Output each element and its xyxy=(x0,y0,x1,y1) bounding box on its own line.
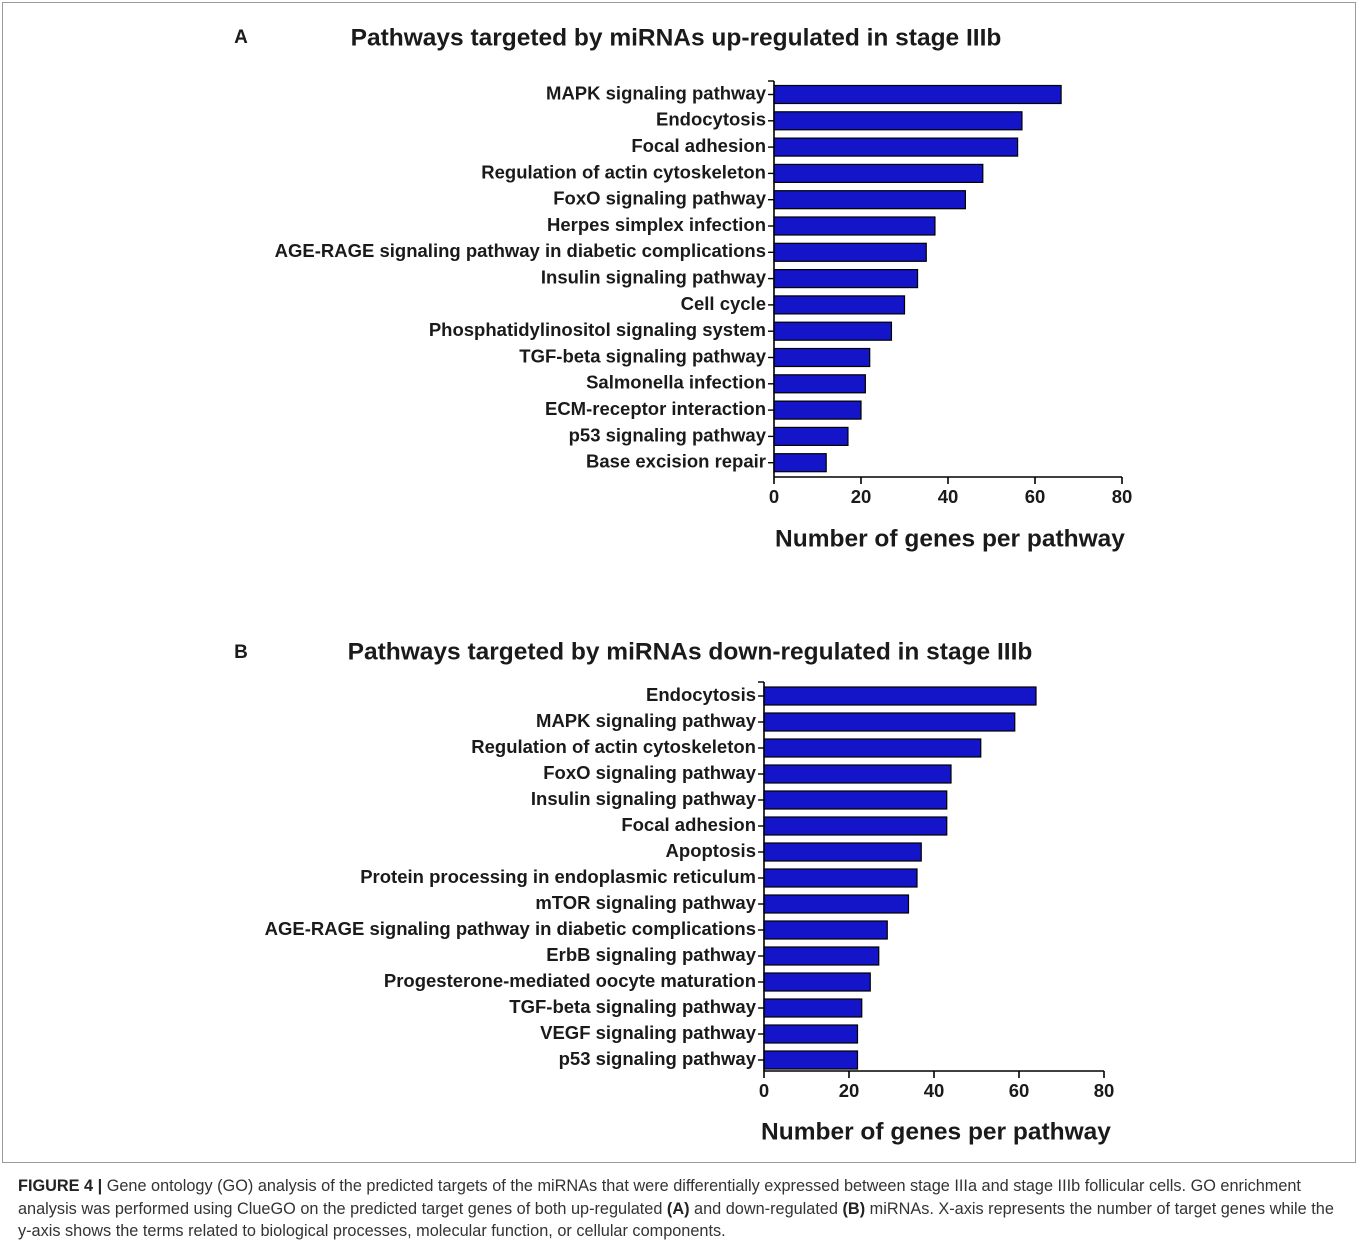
category-label: FoxO signaling pathway xyxy=(553,188,766,209)
category-label: FoxO signaling pathway xyxy=(543,762,756,783)
category-label: TGF-beta signaling pathway xyxy=(509,996,756,1017)
bar xyxy=(763,686,1037,706)
x-tick-label: 0 xyxy=(769,486,779,507)
figure-caption: FIGURE 4 | Gene ontology (GO) analysis o… xyxy=(18,1175,1343,1243)
category-label: Regulation of actin cytoskeleton xyxy=(481,161,766,182)
category-label: Phosphatidylinositol signaling system xyxy=(429,319,766,340)
bar xyxy=(773,400,862,420)
chart-panel-b: B Pathways targeted by miRNAs down-regula… xyxy=(234,638,1114,1145)
bar xyxy=(773,84,1062,105)
bar xyxy=(773,269,919,289)
bar xyxy=(763,842,922,862)
category-label: p53 signaling pathway xyxy=(559,1048,757,1069)
category-label: ECM-receptor interaction xyxy=(545,398,766,419)
category-label: Salmonella infection xyxy=(586,372,766,393)
bar xyxy=(763,790,948,810)
category-label: Base excision repair xyxy=(586,451,766,472)
bar xyxy=(763,972,871,992)
category-label: Progesterone-mediated oocyte maturation xyxy=(384,970,756,991)
category-label: Protein processing in endoplasmic reticu… xyxy=(360,866,756,887)
category-label: Cell cycle xyxy=(681,293,766,314)
x-axis-title: Number of genes per pathway xyxy=(775,525,1125,552)
chart-title: Pathways targeted by miRNAs up-regulated… xyxy=(351,24,1002,51)
bar xyxy=(773,190,966,210)
x-tick-label: 40 xyxy=(938,486,959,507)
caption-text-1: Gene ontology (GO) analysis of the predi… xyxy=(18,1177,1301,1218)
category-label: MAPK signaling pathway xyxy=(536,710,757,731)
bar xyxy=(763,1050,859,1070)
bar xyxy=(763,816,948,836)
bar xyxy=(763,868,918,888)
caption-ref-a: (A) xyxy=(666,1199,690,1218)
bar xyxy=(773,163,984,183)
category-label: Insulin signaling pathway xyxy=(541,266,767,287)
bar xyxy=(763,998,863,1018)
caption-box xyxy=(2,1162,1356,1253)
category-label: Apoptosis xyxy=(666,840,756,861)
bar xyxy=(773,453,827,473)
figure-canvas: A Pathways targeted by miRNAs up-regulate… xyxy=(234,24,1132,1145)
bar xyxy=(773,295,906,315)
category-label: AGE-RAGE signaling pathway in diabetic c… xyxy=(265,918,756,939)
category-label: VEGF signaling pathway xyxy=(540,1022,757,1043)
caption-text-2: and down-regulated xyxy=(689,1199,843,1218)
category-label: ErbB signaling pathway xyxy=(546,944,756,965)
category-label: Endocytosis xyxy=(646,684,756,705)
panel-letter: A xyxy=(234,27,248,48)
bar xyxy=(773,216,936,236)
bar xyxy=(773,111,1023,131)
x-tick-label: 60 xyxy=(1009,1080,1030,1101)
bar xyxy=(773,374,866,394)
category-label: Focal adhesion xyxy=(631,135,766,156)
bar xyxy=(773,321,893,341)
caption-ref-b: (B) xyxy=(842,1199,866,1218)
x-tick-label: 20 xyxy=(851,486,872,507)
caption-label: FIGURE 4 | xyxy=(18,1177,103,1195)
bar xyxy=(763,946,880,966)
bar xyxy=(763,712,1016,732)
bar xyxy=(773,347,871,368)
bar xyxy=(773,242,927,262)
bar xyxy=(763,738,982,758)
category-label: Regulation of actin cytoskeleton xyxy=(471,736,756,757)
bar xyxy=(763,920,888,940)
x-tick-label: 80 xyxy=(1094,1080,1115,1101)
chart-panel-a: A Pathways targeted by miRNAs up-regulate… xyxy=(234,24,1132,552)
bar xyxy=(763,1024,859,1044)
bar xyxy=(763,764,952,784)
category-label: MAPK signaling pathway xyxy=(546,82,767,103)
bar xyxy=(773,426,849,446)
x-tick-label: 40 xyxy=(924,1080,945,1101)
x-axis-title: Number of genes per pathway xyxy=(761,1118,1111,1145)
x-tick-label: 20 xyxy=(839,1080,860,1101)
x-tick-label: 60 xyxy=(1025,486,1046,507)
category-label: Herpes simplex infection xyxy=(547,214,766,235)
category-label: AGE-RAGE signaling pathway in diabetic c… xyxy=(275,240,766,261)
x-tick-label: 80 xyxy=(1112,486,1133,507)
category-label: mTOR signaling pathway xyxy=(535,892,756,913)
bar xyxy=(763,894,910,914)
chart-title: Pathways targeted by miRNAs down-regulat… xyxy=(348,638,1033,665)
x-tick-label: 0 xyxy=(759,1080,769,1101)
caption-text-3: miRNAs. X-axis represents the number of … xyxy=(18,1199,1334,1241)
bar xyxy=(773,137,1019,157)
category-label: Focal adhesion xyxy=(621,814,756,835)
panel-letter: B xyxy=(234,642,248,663)
category-label: TGF-beta signaling pathway xyxy=(519,345,766,366)
category-label: Insulin signaling pathway xyxy=(531,788,757,809)
category-label: Endocytosis xyxy=(656,109,766,130)
category-label: p53 signaling pathway xyxy=(569,424,767,445)
